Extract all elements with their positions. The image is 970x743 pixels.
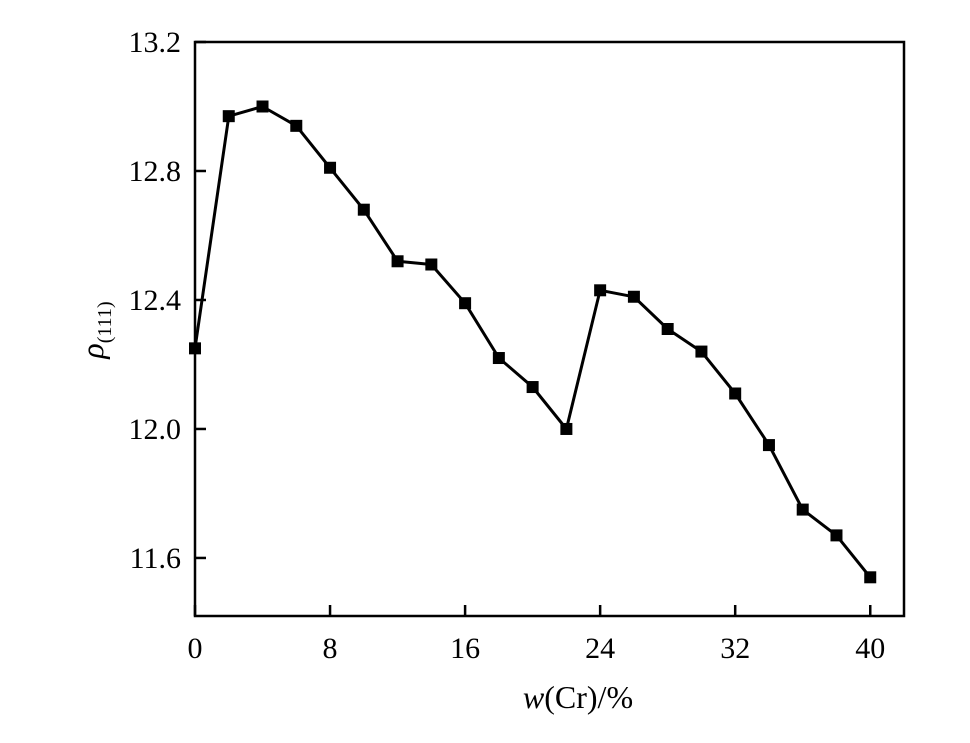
y-tick-label: 12.4 [129,284,182,317]
data-point [560,422,573,435]
data-point [864,571,877,584]
data-point [357,203,370,216]
data-point [594,284,607,297]
data-point [324,161,337,174]
data-point [796,503,809,516]
y-tick-label: 12.8 [129,155,182,188]
data-point [695,345,708,358]
data-point [526,381,539,394]
x-tick-label: 24 [585,632,615,665]
data-series [189,100,877,584]
plot-frame [193,40,906,618]
y-tick-label: 11.6 [130,542,181,575]
data-point [256,100,269,113]
data-point [762,439,775,452]
data-point [492,352,505,365]
data-point [222,110,235,123]
axis-tick-labels: 0 8 16 24 32 40 11.6 12.0 12.4 12.8 13.2 [129,26,886,665]
x-axis-label: w(Cr)/% [523,679,633,715]
axis-ticks [193,40,872,616]
x-tick-label: 8 [323,632,338,665]
data-point [830,529,843,542]
x-tick-label: 16 [450,632,480,665]
data-point [661,323,674,335]
x-tick-label: 0 [188,632,203,665]
data-point [425,258,438,271]
data-point [290,119,303,132]
data-point [391,255,404,268]
data-point [627,290,640,303]
data-point [189,342,201,355]
y-tick-label: 12.0 [129,413,182,446]
x-tick-label: 40 [855,632,885,665]
y-axis-label: ρ(111) [74,301,116,359]
x-tick-label: 32 [720,632,750,665]
data-point [459,297,472,310]
data-point [729,387,742,400]
series-line [193,105,872,579]
y-tick-label: 13.2 [129,26,182,59]
